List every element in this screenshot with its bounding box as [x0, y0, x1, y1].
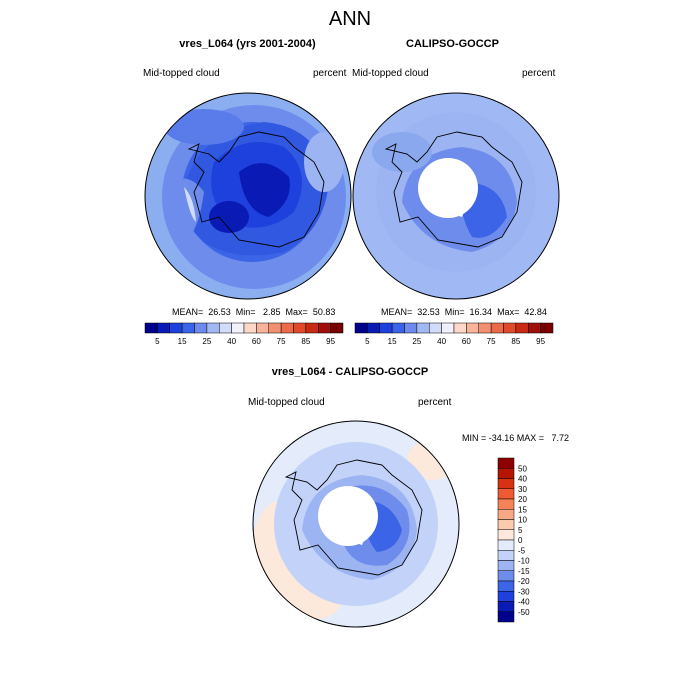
panel-1-variable-label: Mid-topped cloud	[143, 68, 220, 79]
colorbar-swatch	[144, 322, 158, 334]
colorbar-swatch	[497, 539, 515, 551]
colorbar-swatch	[293, 322, 307, 334]
colorbar-tick-label: 75	[487, 337, 496, 346]
colorbar-tick-label: 15	[388, 337, 397, 346]
colorbar-swatch	[256, 322, 269, 334]
colorbar-tick-label: -10	[518, 557, 530, 566]
colorbar-swatch	[497, 611, 515, 623]
colorbar-swatch	[466, 322, 479, 334]
colorbar-swatch	[497, 457, 515, 469]
colorbar-swatch	[497, 570, 515, 582]
colorbar-swatch	[367, 322, 380, 334]
colorbar-swatch	[206, 322, 220, 334]
colorbar-tick-label: -30	[518, 587, 530, 596]
colorbar-swatch	[379, 322, 393, 334]
panel-2-colorbar: 5 15 25 40 60 75 85 95	[354, 322, 554, 346]
colorbar-swatch	[528, 322, 541, 334]
colorbar-swatch	[497, 519, 515, 530]
colorbar-swatch	[268, 322, 282, 334]
figure-title: ANN	[328, 8, 372, 30]
colorbar-tick-label: -50	[518, 608, 530, 617]
colorbar-tick-label: 95	[536, 337, 545, 346]
panel-1-colorbar: 5 15 25 40 60 75 85 95	[144, 322, 344, 346]
colorbar-tick-label: 30	[518, 485, 527, 494]
colorbar-swatch	[497, 529, 515, 541]
colorbar-swatch	[354, 322, 368, 334]
colorbar-tick-label: -5	[518, 546, 526, 555]
colorbar-swatch	[497, 488, 515, 500]
colorbar-tick-label: 5	[365, 337, 370, 346]
colorbar-tick-label: -20	[518, 577, 530, 586]
colorbar-swatch	[305, 322, 319, 334]
panel-1-units-label: percent	[313, 68, 347, 79]
colorbar-swatch	[497, 468, 515, 479]
colorbar-swatch	[219, 322, 232, 334]
colorbar-tick-label: -15	[518, 567, 530, 576]
colorbar-swatch	[194, 322, 208, 334]
colorbar-swatch	[503, 322, 517, 334]
colorbar-swatch	[416, 322, 430, 334]
colorbar-swatch	[330, 322, 344, 334]
colorbar-tick-label: 50	[518, 464, 527, 473]
panel-2-polar-map	[352, 92, 560, 300]
difference-panel-title: vres_L064 - CALIPSO-GOCCP	[271, 366, 429, 378]
colorbar-tick-label: 40	[518, 475, 527, 484]
colorbar-tick-label: 25	[202, 337, 211, 346]
difference-statistics: MIN = -34.16 MAX = 7.72	[462, 433, 570, 443]
colorbar-tick-label: 5	[518, 526, 523, 535]
difference-polar-map	[252, 420, 460, 628]
colorbar-swatch	[453, 322, 467, 334]
colorbar-tick-label: 40	[227, 337, 236, 346]
colorbar-swatch	[181, 322, 195, 334]
colorbar-tick-label: 40	[437, 337, 446, 346]
colorbar-swatch	[169, 322, 183, 334]
colorbar-tick-label: 75	[277, 337, 286, 346]
panel-1-statistics: MEAN= 26.53 Min= 2.85 Max= 50.83	[172, 307, 336, 317]
colorbar-swatch	[497, 550, 515, 561]
difference-units-label: percent	[418, 397, 452, 408]
panel-2-units-label: percent	[522, 68, 556, 79]
colorbar-swatch	[497, 560, 515, 571]
panel-1-title: vres_L064 (yrs 2001-2004)	[179, 38, 316, 50]
panel-2-variable-label: Mid-topped cloud	[352, 68, 429, 79]
colorbar-swatch	[515, 322, 529, 334]
colorbar-tick-label: 0	[518, 536, 523, 545]
colorbar-swatch	[478, 322, 492, 334]
colorbar-swatch	[280, 322, 294, 334]
colorbar-tick-label: 95	[326, 337, 335, 346]
colorbar-swatch	[231, 322, 245, 334]
colorbar-tick-label: 60	[252, 337, 261, 346]
panel-2-title: CALIPSO-GOCCP	[406, 38, 499, 50]
colorbar-swatch	[318, 322, 331, 334]
colorbar-swatch	[404, 322, 418, 334]
colorbar-swatch	[391, 322, 405, 334]
panel-2-statistics: MEAN= 32.53 Min= 16.34 Max= 42.84	[381, 307, 547, 317]
colorbar-tick-label: 20	[518, 495, 527, 504]
colorbar-tick-label: 15	[178, 337, 187, 346]
colorbar-swatch	[490, 322, 504, 334]
colorbar-swatch	[497, 478, 515, 489]
colorbar-tick-label: 85	[511, 337, 520, 346]
colorbar-tick-label: 60	[462, 337, 471, 346]
colorbar-swatch	[441, 322, 455, 334]
colorbar-swatch	[497, 580, 515, 592]
colorbar-swatch	[429, 322, 442, 334]
colorbar-swatch	[497, 509, 515, 520]
panel-1-polar-map	[144, 92, 352, 300]
colorbar-tick-label: -40	[518, 598, 530, 607]
colorbar-tick-label: 85	[301, 337, 310, 346]
colorbar-tick-label: 25	[412, 337, 421, 346]
colorbar-swatch	[540, 322, 554, 334]
colorbar-tick-label: 15	[518, 505, 527, 514]
colorbar-tick-label: 10	[518, 516, 527, 525]
colorbar-swatch	[497, 498, 515, 510]
colorbar-swatch	[243, 322, 257, 334]
colorbar-swatch	[497, 591, 515, 602]
difference-variable-label: Mid-topped cloud	[248, 397, 325, 408]
colorbar-swatch	[497, 601, 515, 612]
colorbar-tick-label: 5	[155, 337, 160, 346]
colorbar-swatch	[157, 322, 170, 334]
